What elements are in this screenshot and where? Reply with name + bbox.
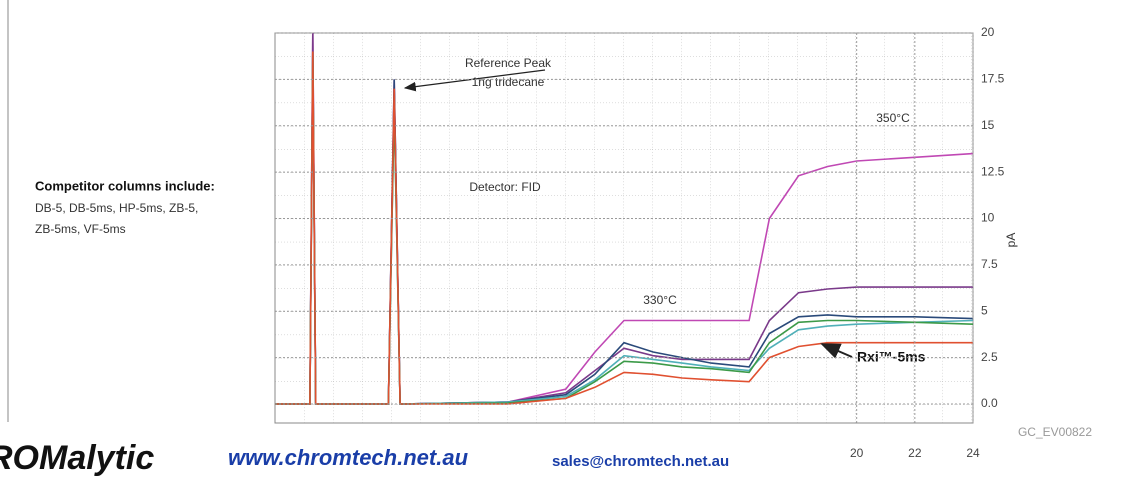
- y-tick-label: 5: [981, 303, 988, 317]
- annotation: Detector: FID: [469, 180, 541, 194]
- brand: ROMalytic: [0, 439, 154, 477]
- side-line: DB-5, DB-5ms, HP-5ms, ZB-5,: [35, 201, 198, 215]
- y-tick-label: 20: [981, 25, 995, 39]
- y-axis-label: pA: [1004, 233, 1018, 248]
- y-tick-label: 12.5: [981, 164, 1005, 178]
- x-tick-label: 24: [966, 446, 980, 460]
- y-tick-label: 0.0: [981, 396, 998, 410]
- annotation: 330°C: [643, 293, 677, 307]
- annotation: 350°C: [876, 111, 910, 125]
- side-line: ZB-5ms, VF-5ms: [35, 222, 126, 236]
- y-tick-label: 15: [981, 118, 995, 132]
- y-tick-label: 2.5: [981, 350, 998, 364]
- annotation: Reference Peak: [465, 56, 552, 70]
- website: www.chromtech.net.au: [228, 445, 469, 470]
- y-tick-label: 10: [981, 211, 995, 225]
- arrow: [820, 343, 853, 359]
- figure-code: GC_EV00822: [1018, 425, 1092, 439]
- email: sales@chromtech.net.au: [552, 453, 729, 470]
- annotation: Rxi™-5ms: [857, 349, 926, 365]
- x-tick-label: 20: [850, 446, 864, 460]
- x-tick-label: 22: [908, 446, 922, 460]
- y-tick-label: 7.5: [981, 257, 998, 271]
- side-heading: Competitor columns include:: [35, 178, 215, 193]
- annotation: 1ng tridecane: [472, 75, 545, 89]
- y-tick-label: 17.5: [981, 72, 1005, 86]
